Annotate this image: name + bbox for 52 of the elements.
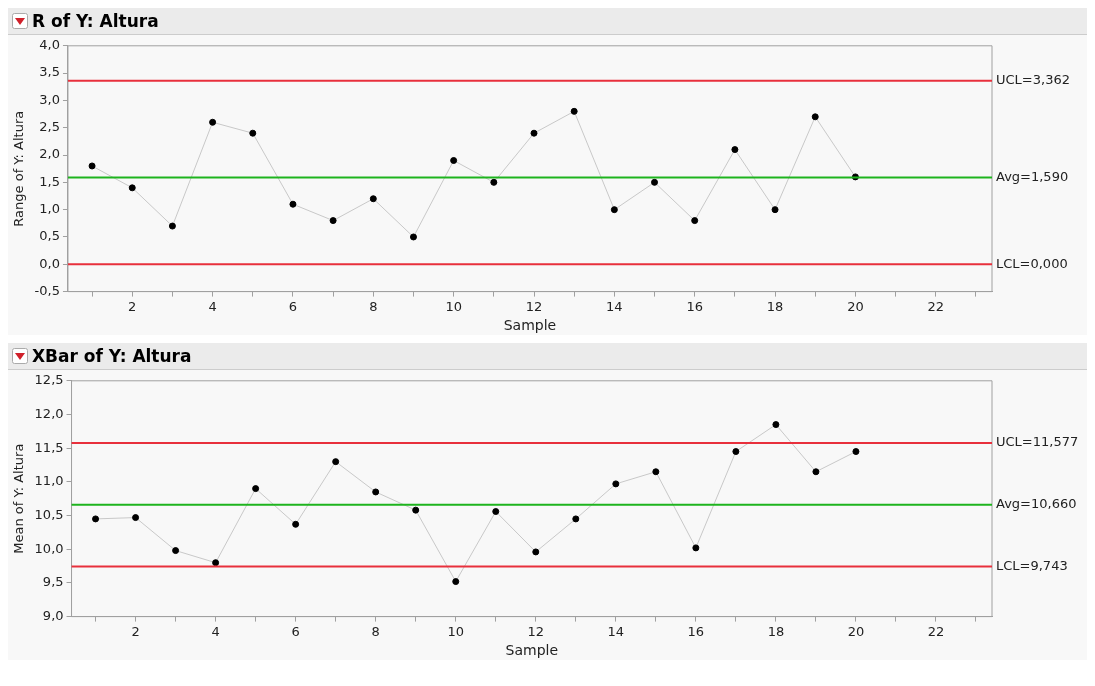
y-tick-label: 4,0 bbox=[39, 37, 60, 53]
x-tick-label: 6 bbox=[288, 298, 298, 314]
ref-line-label: UCL=11,577 bbox=[996, 434, 1079, 450]
x-tick-label: 18 bbox=[767, 623, 785, 639]
y-tick-label: 2,0 bbox=[39, 146, 60, 162]
x-tick-label: 6 bbox=[291, 623, 300, 639]
y-tick-label: 12,5 bbox=[34, 372, 64, 388]
x-tick-label: 22 bbox=[927, 623, 945, 639]
y-tick-label: 11,0 bbox=[34, 473, 64, 489]
ref-line-label: LCL=0,000 bbox=[996, 255, 1068, 271]
x-axis-title: Sample bbox=[503, 317, 557, 334]
ref-line-label: UCL=3,362 bbox=[996, 72, 1070, 88]
y-tick-label: 9,0 bbox=[42, 607, 64, 623]
x-tick-label: 10 bbox=[445, 298, 462, 314]
x-tick-label: 8 bbox=[369, 298, 378, 314]
x-tick-label: 14 bbox=[606, 298, 623, 314]
x-axis-title: Sample bbox=[505, 642, 559, 659]
x-tick-label: 16 bbox=[686, 298, 703, 314]
x-tick-label: 22 bbox=[927, 298, 945, 314]
y-tick-label: 10,0 bbox=[34, 540, 64, 556]
y-tick-label: -0,5 bbox=[34, 282, 60, 298]
x-tick-label: 12 bbox=[525, 298, 543, 314]
ref-line-label: Avg=1,590 bbox=[996, 168, 1069, 184]
y-tick-label: 3,0 bbox=[39, 91, 60, 107]
y-tick-label: 9,5 bbox=[42, 574, 64, 590]
y-tick-label: 10,5 bbox=[34, 506, 64, 522]
x-tick-label: 2 bbox=[131, 623, 140, 639]
x-tick-label: 4 bbox=[211, 623, 220, 639]
y-tick-label: 0,5 bbox=[39, 228, 60, 244]
x-tick-label: 8 bbox=[371, 623, 380, 639]
x-tick-label: 2 bbox=[128, 298, 137, 314]
x-tick-label: 10 bbox=[447, 623, 465, 639]
y-tick-label: 12,0 bbox=[34, 405, 64, 421]
x-tick-label: 20 bbox=[847, 298, 864, 314]
x-tick-label: 4 bbox=[208, 298, 217, 314]
x-tick-label: 14 bbox=[607, 623, 625, 639]
chart-title: XBar of Y: Altura bbox=[32, 346, 192, 366]
y-tick-label: 1,5 bbox=[39, 173, 60, 189]
ref-line-label: LCL=9,743 bbox=[996, 557, 1068, 573]
y-axis-title: Range of Y: Altura bbox=[11, 110, 27, 227]
y-tick-label: 11,5 bbox=[34, 439, 64, 455]
x-tick-label: 20 bbox=[847, 623, 865, 639]
y-tick-label: 3,5 bbox=[39, 64, 60, 80]
x-tick-label: 12 bbox=[527, 623, 545, 639]
y-tick-label: 2,5 bbox=[39, 119, 60, 135]
x-tick-label: 18 bbox=[766, 298, 784, 314]
chart-title: R of Y: Altura bbox=[32, 11, 159, 31]
x-tick-label: 16 bbox=[687, 623, 705, 639]
ref-line-label: Avg=10,660 bbox=[996, 496, 1077, 512]
y-axis-title: Mean of Y: Altura bbox=[11, 443, 27, 554]
y-tick-label: 1,0 bbox=[39, 201, 60, 217]
y-tick-label: 0,0 bbox=[39, 255, 60, 271]
